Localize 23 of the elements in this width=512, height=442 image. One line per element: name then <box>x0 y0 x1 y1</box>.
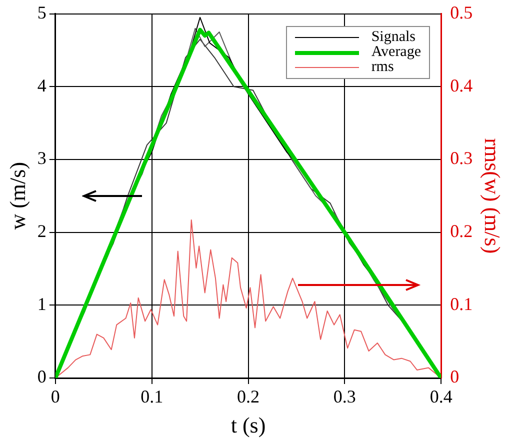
y2-tick-label: 0.2 <box>450 221 473 242</box>
legend-label: Signals <box>371 29 416 45</box>
y2-tick-label: 0.5 <box>450 2 473 23</box>
x-axis-title: t (s) <box>230 412 266 438</box>
y2-tick-label: 0 <box>450 366 460 387</box>
y-tick-label: 1 <box>37 294 46 314</box>
legend-label: Average <box>371 44 421 60</box>
y-tick-label: 3 <box>37 148 46 168</box>
y-tick-label: 5 <box>37 2 46 23</box>
x-tick-label: 0.2 <box>237 386 260 407</box>
y-tick-label: 0 <box>37 366 46 387</box>
y2-tick-label: 0.1 <box>450 294 473 314</box>
legend-label: rms <box>371 59 394 75</box>
y-axis-title: w (m/s) <box>4 162 30 230</box>
x-tick-label: 0.4 <box>430 386 452 407</box>
x-tick-label: 0.3 <box>333 386 356 407</box>
x-tick-label: 0 <box>50 386 60 407</box>
y2-axis-title: rms(w) (m/s) <box>480 138 506 254</box>
y-tick-label: 2 <box>37 221 46 242</box>
y-tick-label: 4 <box>37 75 46 96</box>
y2-tick-label: 0.4 <box>450 75 473 96</box>
x-tick-label: 0.1 <box>140 386 164 407</box>
y2-tick-label: 0.3 <box>450 148 473 168</box>
